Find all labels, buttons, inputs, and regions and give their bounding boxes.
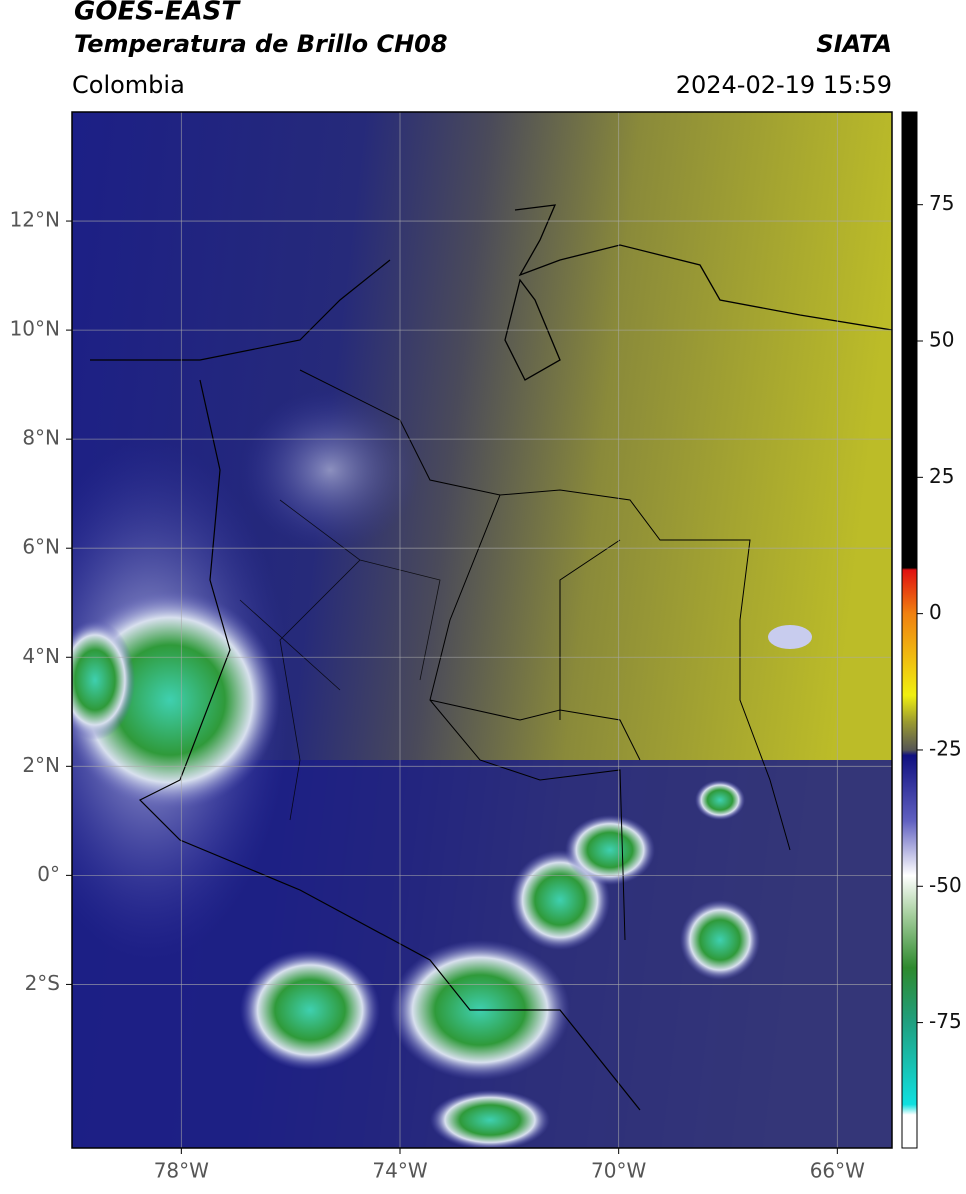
- colorbar-label: 0: [929, 600, 942, 624]
- x-tick-label: 66°W: [810, 1159, 865, 1183]
- colorbar-label: -25: [929, 736, 962, 760]
- graticule: [72, 112, 892, 1148]
- y-tick-label: 2°S: [25, 971, 60, 995]
- x-tick-label: 74°W: [372, 1159, 427, 1183]
- x-tick-label: 78°W: [154, 1159, 209, 1183]
- colorbar-label: -50: [929, 873, 962, 897]
- source: SIATA: [816, 30, 892, 58]
- timestamp: 2024-02-19 15:59: [676, 71, 892, 99]
- colorbar-label: -75: [929, 1009, 962, 1033]
- y-tick-label: 2°N: [22, 753, 60, 777]
- y-tick-label: 4°N: [22, 644, 60, 668]
- map-frame: [71, 111, 893, 1149]
- subtitle: Temperatura de Brillo CH08: [74, 30, 448, 58]
- y-tick-label: 10°N: [10, 317, 60, 341]
- y-tick-label: 8°N: [22, 426, 60, 450]
- colorbar-label: 25: [929, 464, 954, 488]
- y-tick-label: 6°N: [22, 535, 60, 559]
- satellite-image: [72, 112, 892, 1148]
- title: GOES-EAST: [74, 0, 241, 27]
- colorbar: [901, 111, 918, 1149]
- region: Colombia: [72, 71, 185, 99]
- y-tick-label: 0°: [37, 862, 60, 886]
- y-tick-label: 12°N: [10, 208, 60, 232]
- colorbar-label: 50: [929, 328, 954, 352]
- x-tick-label: 70°W: [591, 1159, 646, 1183]
- colorbar-label: 75: [929, 191, 954, 215]
